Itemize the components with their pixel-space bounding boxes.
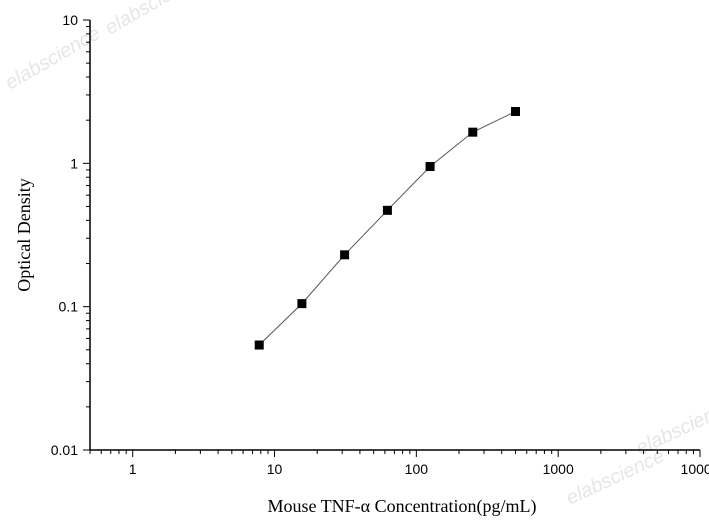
data-point: [382, 205, 392, 215]
x-tick-label: 10: [267, 461, 283, 477]
watermarks: elabscienceelabscienceelabscienceelabsci…: [2, 0, 709, 510]
data-point: [510, 106, 520, 116]
x-axis-title: Mouse TNF-α Concentration(pg/mL): [267, 496, 536, 517]
data-point: [425, 162, 435, 172]
watermark-text: elabscience: [2, 22, 104, 94]
data-point: [297, 299, 307, 309]
y-tick-label: 0.01: [51, 442, 78, 458]
axes: [89, 20, 700, 451]
data-point: [254, 340, 264, 350]
series-line: [258, 111, 516, 346]
ticks: [83, 19, 701, 457]
y-tick-label: 1: [70, 155, 78, 171]
y-tick-label: 0.1: [59, 299, 79, 315]
data-point: [468, 127, 478, 137]
x-tick-label: 100: [405, 461, 429, 477]
y-axis-title: Optical Density: [14, 178, 34, 291]
data-point: [340, 250, 350, 260]
x-tick-label: 1000: [543, 461, 574, 477]
watermark-text: elabscience: [102, 0, 204, 39]
y-tick-label: 10: [62, 12, 78, 28]
series-layer: [254, 106, 520, 350]
x-tick-label: 1: [129, 461, 137, 477]
